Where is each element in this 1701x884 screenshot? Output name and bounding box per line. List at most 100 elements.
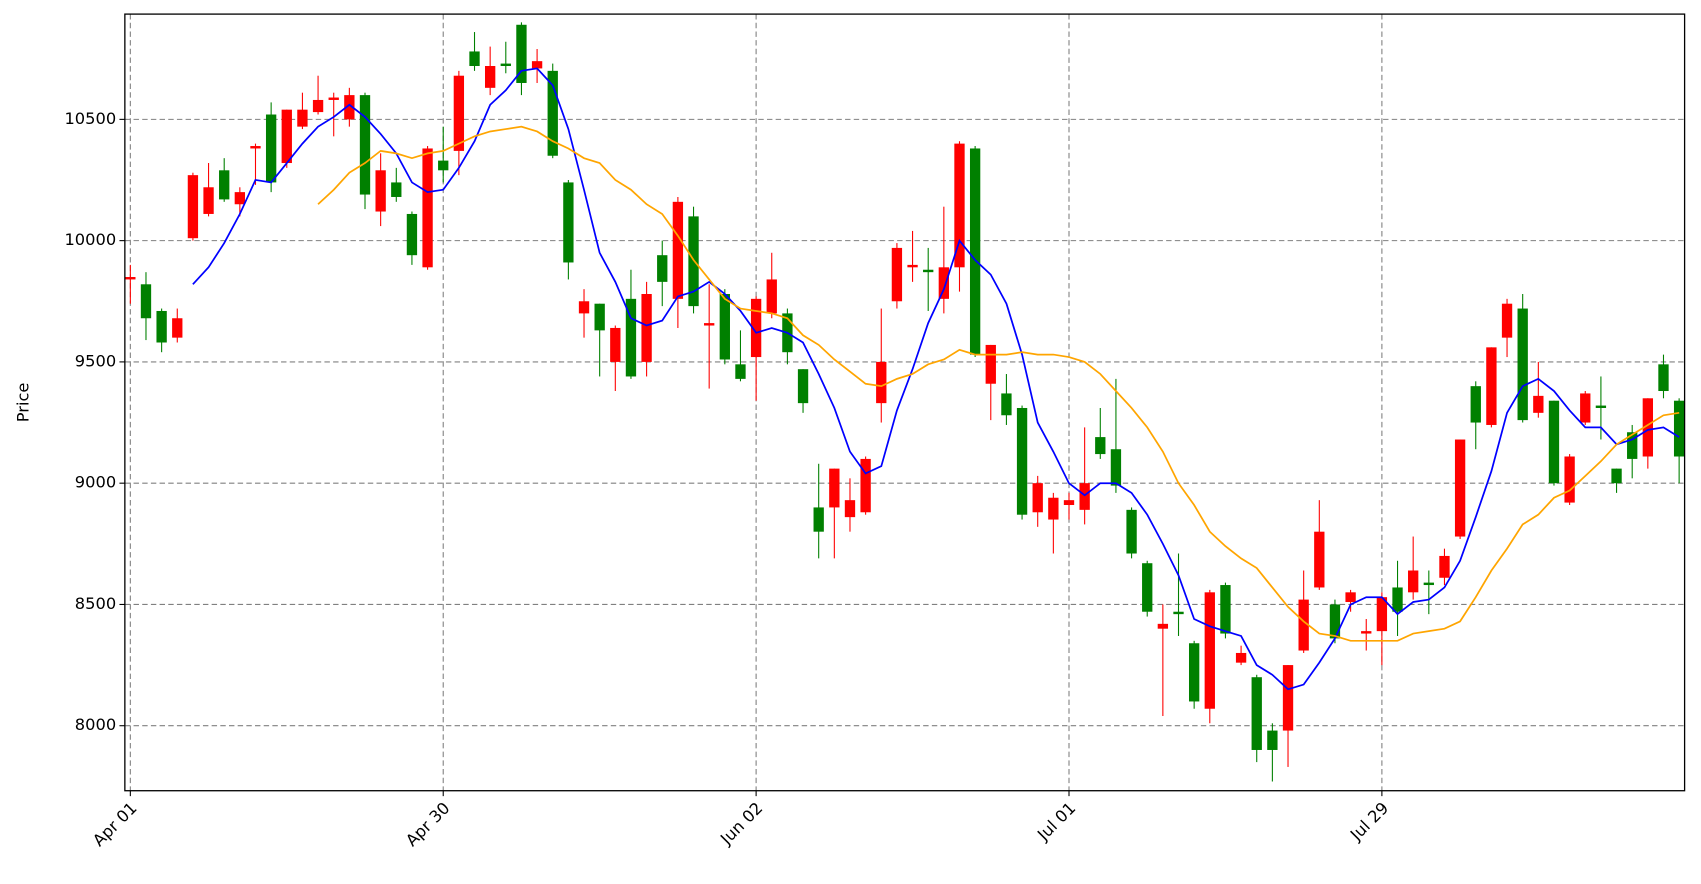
candle-body bbox=[1595, 405, 1607, 408]
candle-body bbox=[469, 51, 480, 67]
candle-body bbox=[813, 507, 824, 532]
candle-body bbox=[1314, 531, 1325, 588]
candle-body bbox=[1298, 599, 1309, 651]
candle-body bbox=[954, 143, 965, 268]
candle-body bbox=[985, 344, 996, 384]
candle-body bbox=[1439, 555, 1450, 578]
candle-body bbox=[1501, 303, 1513, 338]
candle-body bbox=[1001, 393, 1012, 416]
candle-body bbox=[1345, 592, 1356, 603]
y-axis-label: Price bbox=[13, 383, 32, 423]
candle-body bbox=[610, 327, 621, 362]
candle-body bbox=[891, 247, 903, 302]
candle-body bbox=[406, 213, 418, 256]
candle-body bbox=[641, 293, 652, 362]
candle-body bbox=[657, 255, 668, 282]
candle-body bbox=[500, 63, 511, 67]
candle-body bbox=[125, 277, 136, 280]
plot-area bbox=[124, 14, 1685, 791]
candle-body bbox=[234, 192, 246, 205]
candle-body bbox=[438, 160, 449, 171]
candle-body bbox=[219, 170, 230, 200]
candle-body bbox=[1329, 604, 1341, 639]
candle-body bbox=[1533, 395, 1544, 413]
candle-body bbox=[1673, 400, 1685, 457]
candle-body bbox=[1032, 483, 1043, 513]
moving-average-line bbox=[317, 125, 1680, 642]
candle-body bbox=[1627, 432, 1638, 459]
candle-body bbox=[907, 264, 918, 268]
candle-body bbox=[359, 95, 371, 195]
candle-body bbox=[735, 364, 746, 379]
candle-body bbox=[1564, 456, 1575, 503]
candle-body bbox=[1157, 623, 1169, 629]
candle-body bbox=[140, 284, 152, 319]
candle-body bbox=[328, 97, 339, 100]
candle-body bbox=[1095, 437, 1106, 455]
candle-body bbox=[1016, 407, 1028, 515]
candle-body bbox=[156, 310, 167, 343]
candle-body bbox=[1376, 597, 1388, 632]
candle-body bbox=[938, 267, 950, 299]
candle-body bbox=[281, 109, 292, 164]
candle-body bbox=[1126, 509, 1137, 554]
candle-body bbox=[312, 99, 324, 113]
candle-body bbox=[484, 66, 496, 88]
candle-body bbox=[1251, 677, 1262, 750]
candle-body bbox=[1486, 347, 1497, 425]
candle-body bbox=[1454, 439, 1466, 537]
candle-body bbox=[1235, 652, 1247, 663]
candle-body bbox=[860, 458, 871, 513]
candle-body bbox=[1063, 500, 1075, 506]
y-tick-label: 8500 bbox=[75, 594, 116, 613]
candle-body bbox=[250, 146, 261, 149]
candle-body bbox=[625, 298, 637, 377]
candle-body bbox=[1173, 611, 1184, 615]
y-tick-label: 8000 bbox=[75, 715, 116, 734]
candle-body bbox=[422, 148, 433, 268]
candle-body bbox=[1142, 563, 1153, 612]
candle-body bbox=[1048, 497, 1059, 520]
candle-body bbox=[516, 24, 527, 83]
candle-body bbox=[531, 61, 543, 69]
y-tick-label: 9500 bbox=[75, 351, 116, 370]
candle-body bbox=[453, 75, 465, 151]
candle-body bbox=[719, 293, 730, 360]
candle-body bbox=[1361, 631, 1372, 634]
candle-body bbox=[1220, 585, 1231, 634]
candle-body bbox=[391, 182, 402, 197]
candle-body bbox=[1188, 643, 1200, 702]
candle-body bbox=[1517, 308, 1528, 421]
candle-body bbox=[797, 369, 809, 404]
candle-body bbox=[563, 182, 574, 263]
candle-body bbox=[923, 269, 934, 273]
candle-body bbox=[297, 109, 308, 127]
candle-body bbox=[1408, 570, 1419, 593]
candle-body bbox=[704, 323, 715, 326]
candle-body bbox=[1267, 730, 1278, 750]
y-tick-label: 10500 bbox=[64, 109, 116, 128]
y-tick-label: 9000 bbox=[75, 473, 116, 492]
y-tick-label: 10000 bbox=[64, 230, 116, 249]
candle-body bbox=[1282, 665, 1294, 731]
candle-body bbox=[344, 95, 355, 120]
candle-body bbox=[1079, 483, 1090, 510]
moving-average-line bbox=[192, 67, 1680, 691]
candle-body bbox=[672, 201, 684, 299]
candle-body bbox=[594, 303, 605, 331]
candle-body bbox=[203, 187, 214, 214]
candle-body bbox=[1611, 468, 1622, 484]
candle-body bbox=[265, 114, 277, 183]
candle-body bbox=[1204, 592, 1215, 709]
candle-body bbox=[829, 468, 840, 508]
candle-body bbox=[750, 298, 762, 358]
candle-body bbox=[172, 318, 183, 338]
candle-body bbox=[1658, 364, 1669, 392]
candle-body bbox=[1580, 393, 1591, 423]
candle-body bbox=[876, 361, 887, 404]
candle-body bbox=[1392, 587, 1403, 612]
candle-body bbox=[375, 170, 386, 212]
